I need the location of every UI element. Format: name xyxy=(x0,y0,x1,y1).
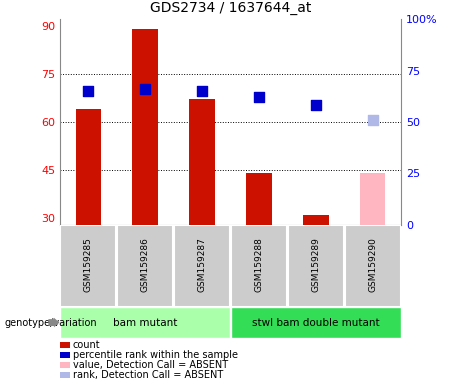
Bar xyxy=(345,225,401,307)
Bar xyxy=(360,173,385,225)
Text: GSM159290: GSM159290 xyxy=(368,237,377,292)
Point xyxy=(198,88,206,94)
Bar xyxy=(303,215,329,225)
Point xyxy=(369,117,376,123)
Text: GSM159285: GSM159285 xyxy=(84,237,93,292)
Bar xyxy=(189,99,215,225)
Point xyxy=(142,86,149,92)
Bar xyxy=(174,225,230,307)
Bar xyxy=(60,307,230,338)
Text: count: count xyxy=(73,340,100,350)
Text: GSM159288: GSM159288 xyxy=(254,237,263,292)
Text: rank, Detection Call = ABSENT: rank, Detection Call = ABSENT xyxy=(73,370,223,380)
Text: GSM159287: GSM159287 xyxy=(198,237,207,292)
Bar xyxy=(60,225,116,307)
Bar xyxy=(246,173,272,225)
Bar xyxy=(132,29,158,225)
Text: percentile rank within the sample: percentile rank within the sample xyxy=(73,350,238,360)
Text: GSM159286: GSM159286 xyxy=(141,237,150,292)
Text: stwl bam double mutant: stwl bam double mutant xyxy=(252,318,379,328)
Point xyxy=(85,88,92,94)
Bar xyxy=(76,109,101,225)
Text: value, Detection Call = ABSENT: value, Detection Call = ABSENT xyxy=(73,360,228,370)
Text: bam mutant: bam mutant xyxy=(113,318,177,328)
Title: GDS2734 / 1637644_at: GDS2734 / 1637644_at xyxy=(150,2,311,15)
Point xyxy=(312,103,319,109)
Text: genotype/variation: genotype/variation xyxy=(5,318,97,328)
Bar xyxy=(118,225,173,307)
Bar xyxy=(231,225,287,307)
Text: GSM159289: GSM159289 xyxy=(311,237,320,292)
Bar xyxy=(231,307,401,338)
Bar xyxy=(288,225,343,307)
Point xyxy=(255,94,263,100)
